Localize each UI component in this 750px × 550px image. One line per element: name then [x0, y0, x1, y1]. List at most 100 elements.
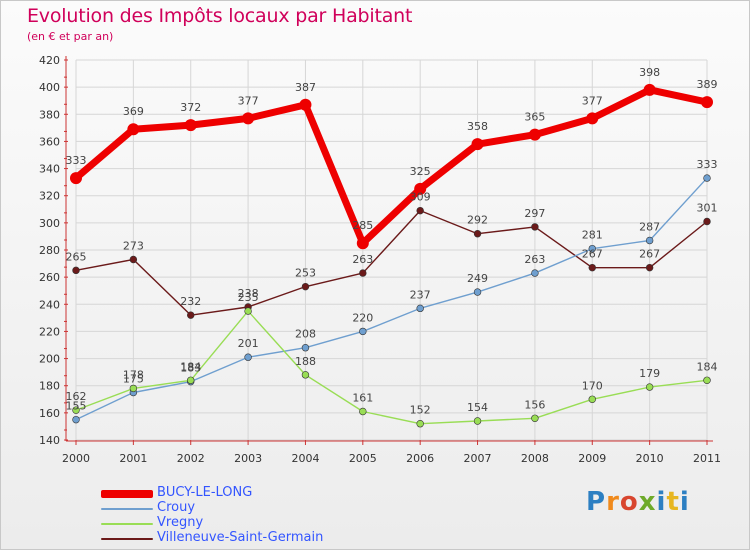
legend-label-crouy: Crouy: [157, 500, 196, 515]
data-point: [643, 83, 656, 96]
data-label: 273: [123, 240, 144, 253]
data-label: 267: [639, 248, 660, 261]
data-label: 232: [180, 295, 201, 308]
legend-label-vregny: Vregny: [157, 515, 204, 530]
series-line-0: [72, 86, 711, 247]
data-point: [531, 223, 539, 231]
series-line-2: [75, 310, 708, 425]
x-tick-label: 2011: [693, 452, 721, 465]
data-label: 179: [639, 367, 660, 380]
y-tick-label: 340: [39, 163, 60, 176]
data-point: [187, 376, 195, 384]
data-point: [586, 112, 599, 125]
data-point: [70, 172, 82, 185]
data-label: 285: [352, 219, 373, 232]
data-label: 237: [410, 288, 431, 301]
y-tick-label: 280: [39, 244, 60, 257]
data-point: [301, 371, 310, 379]
y-tick-label: 260: [39, 271, 60, 284]
data-point: [531, 269, 539, 277]
legend-swatch-vregny: [101, 523, 153, 525]
y-tick-label: 240: [39, 298, 60, 311]
data-point: [359, 327, 367, 336]
data-label: 175: [123, 373, 144, 386]
data-label: 170: [582, 379, 603, 392]
legend-swatch-crouy: [101, 508, 153, 510]
data-point: [72, 266, 80, 275]
data-point: [703, 174, 711, 182]
data-point: [356, 237, 369, 250]
data-point: [703, 217, 711, 226]
data-point: [588, 263, 596, 272]
data-label: 309: [410, 191, 431, 204]
data-point: [416, 304, 424, 313]
data-label: 398: [639, 66, 660, 79]
data-point: [473, 230, 482, 238]
legend-label-bucy: BUCY-LE-LONG: [157, 485, 253, 500]
data-label: 265: [66, 250, 87, 263]
data-label: 155: [66, 400, 87, 413]
x-tick-label: 2006: [406, 452, 434, 465]
data-label: 333: [66, 154, 87, 167]
data-label: 358: [467, 120, 488, 133]
series-lines: [70, 83, 713, 428]
y-tick-label: 420: [39, 54, 60, 67]
data-label: 162: [66, 390, 87, 403]
data-point: [588, 244, 596, 253]
data-label: 184: [697, 360, 718, 373]
data-point: [244, 353, 252, 361]
x-tick-label: 2005: [349, 452, 377, 465]
data-label: 188: [295, 355, 316, 368]
data-label: 377: [238, 94, 259, 107]
x-tick-label: 2000: [62, 452, 90, 465]
data-label: 267: [582, 248, 603, 261]
data-point: [645, 236, 654, 245]
data-label: 154: [467, 401, 488, 414]
data-label: 372: [180, 101, 201, 114]
data-label: 389: [697, 78, 718, 91]
x-tick-label: 2008: [521, 452, 549, 465]
data-label: 208: [295, 328, 316, 341]
data-point: [359, 269, 367, 277]
data-label: 263: [524, 253, 545, 266]
data-point: [528, 128, 541, 141]
data-label: 387: [295, 81, 316, 94]
y-tick-label: 320: [39, 190, 60, 203]
x-tick-label: 2004: [291, 452, 319, 465]
data-label: 365: [524, 111, 545, 124]
data-label: 161: [352, 392, 373, 405]
data-label: 377: [582, 94, 603, 107]
y-tick-label: 380: [39, 108, 60, 121]
chart-subtitle: (en € et par an): [27, 30, 114, 43]
data-point: [184, 119, 197, 132]
series-line-1: [75, 177, 708, 421]
y-tick-label: 300: [39, 217, 60, 230]
data-point: [359, 407, 367, 416]
data-label: 156: [524, 398, 545, 411]
data-label: 292: [467, 214, 488, 227]
data-point: [588, 395, 596, 403]
data-label: 220: [352, 311, 373, 324]
data-point: [703, 376, 711, 384]
data-point: [473, 288, 482, 296]
data-point: [414, 182, 427, 195]
data-point: [701, 96, 713, 109]
data-label: 369: [123, 105, 144, 118]
data-label: 333: [697, 158, 718, 171]
data-point: [129, 255, 138, 264]
y-tick-label: 400: [39, 81, 60, 94]
x-tick-label: 2003: [234, 452, 262, 465]
data-point: [473, 417, 482, 425]
axes: 140 160 180 200 220 240 260 280 300 320 340 360 380 4…: [39, 54, 721, 465]
data-point: [301, 344, 310, 352]
legend-swatch-bucy: [101, 490, 153, 498]
series-line-3: [75, 209, 708, 316]
data-label: 301: [697, 202, 718, 215]
data-label: 253: [295, 267, 316, 280]
data-label: 152: [410, 404, 431, 417]
x-tick-label: 2002: [177, 452, 205, 465]
data-point: [127, 123, 140, 136]
